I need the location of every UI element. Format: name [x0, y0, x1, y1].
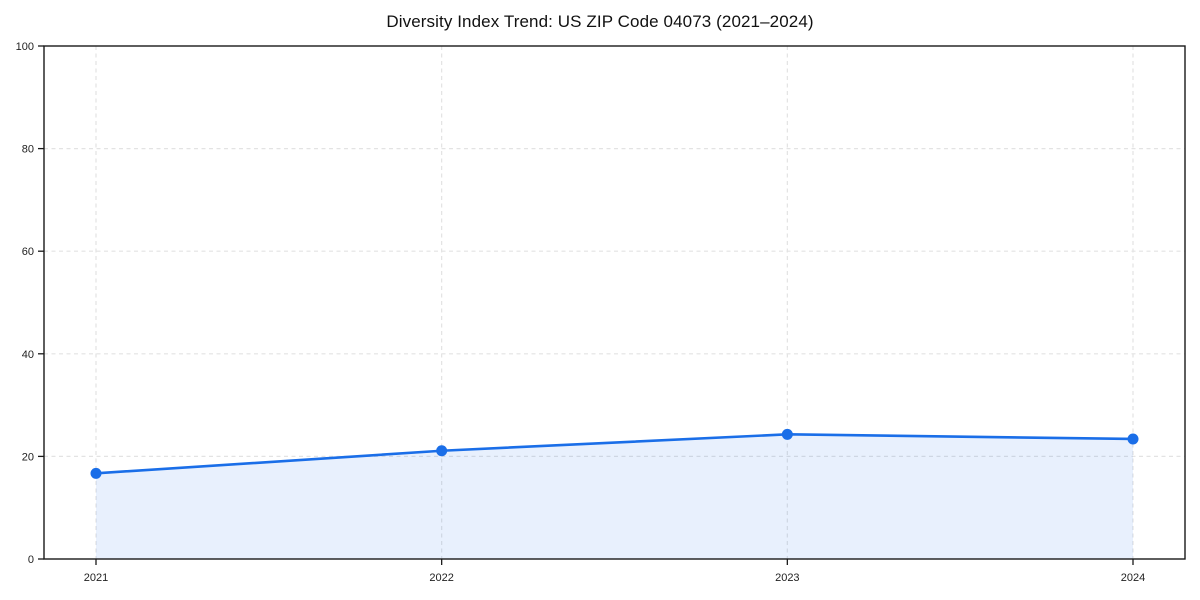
data-point-marker — [436, 445, 448, 457]
x-tick-label: 2022 — [429, 572, 453, 584]
y-tick-label: 100 — [16, 41, 34, 53]
data-point-marker — [1127, 433, 1139, 445]
x-tick-label: 2024 — [1121, 572, 1145, 584]
chart-title: Diversity Index Trend: US ZIP Code 04073… — [386, 12, 814, 31]
y-tick-label: 0 — [28, 554, 34, 566]
y-tick-label: 60 — [22, 246, 34, 258]
x-tick-label: 2023 — [775, 572, 799, 584]
trend-line — [94, 433, 1135, 475]
y-tick-label: 20 — [22, 451, 34, 463]
x-tick-label: 2021 — [84, 572, 108, 584]
plot-frame — [43, 45, 1186, 560]
y-tick-label: 40 — [22, 349, 34, 361]
data-point-marker — [90, 467, 102, 479]
y-tick-label: 80 — [22, 144, 34, 156]
data-point-marker — [781, 428, 793, 440]
area-fill — [96, 434, 1133, 559]
